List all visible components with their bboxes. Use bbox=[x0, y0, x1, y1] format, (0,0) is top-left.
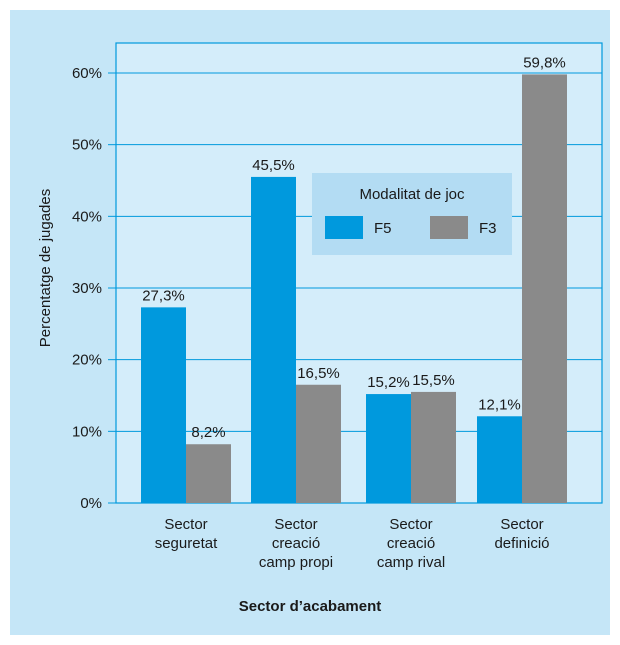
data-label: 12,1% bbox=[478, 396, 521, 413]
x-tick-label: creació bbox=[387, 535, 435, 552]
bar-f3 bbox=[296, 384, 341, 503]
y-tick-label: 60% bbox=[72, 65, 102, 82]
data-label: 15,5% bbox=[412, 372, 455, 389]
bar-f5 bbox=[141, 307, 186, 503]
x-tick-label: seguretat bbox=[155, 535, 218, 552]
data-label: 27,3% bbox=[142, 287, 185, 304]
y-tick-label: 0% bbox=[80, 495, 102, 512]
x-tick-label: definició bbox=[494, 535, 549, 552]
data-label: 16,5% bbox=[297, 365, 340, 382]
data-label: 8,2% bbox=[191, 424, 225, 441]
y-tick-label: 30% bbox=[72, 280, 102, 297]
x-tick-label: Sector bbox=[274, 516, 317, 533]
bar-f3 bbox=[411, 391, 456, 503]
x-tick-label: Sector bbox=[389, 516, 432, 533]
legend-swatch-f3 bbox=[430, 216, 468, 239]
y-axis-title: Percentatge de jugades bbox=[37, 189, 54, 347]
x-axis-title: Sector d’acabament bbox=[239, 598, 382, 615]
bar-f3 bbox=[186, 444, 231, 503]
y-tick-label: 20% bbox=[72, 352, 102, 369]
y-tick-label: 10% bbox=[72, 423, 102, 440]
bar-f3 bbox=[522, 74, 567, 503]
legend-swatch-f5 bbox=[325, 216, 363, 239]
x-tick-label: Sector bbox=[164, 516, 207, 533]
data-label: 15,2% bbox=[367, 374, 410, 391]
x-tick-label: camp propi bbox=[259, 554, 333, 571]
y-tick-label: 40% bbox=[72, 208, 102, 225]
bar-f5 bbox=[251, 176, 296, 503]
data-label: 45,5% bbox=[252, 157, 295, 174]
bar-f5 bbox=[477, 416, 522, 503]
x-tick-label: creació bbox=[272, 535, 320, 552]
y-tick-label: 50% bbox=[72, 137, 102, 154]
x-tick-label: Sector bbox=[500, 516, 543, 533]
x-tick-label: camp rival bbox=[377, 554, 445, 571]
bar-f5 bbox=[366, 394, 411, 503]
legend-label: F5 bbox=[374, 220, 392, 237]
legend-label: F3 bbox=[479, 220, 497, 237]
data-label: 59,8% bbox=[523, 54, 566, 71]
legend-box bbox=[312, 173, 512, 255]
legend-title: Modalitat de joc bbox=[359, 186, 465, 203]
